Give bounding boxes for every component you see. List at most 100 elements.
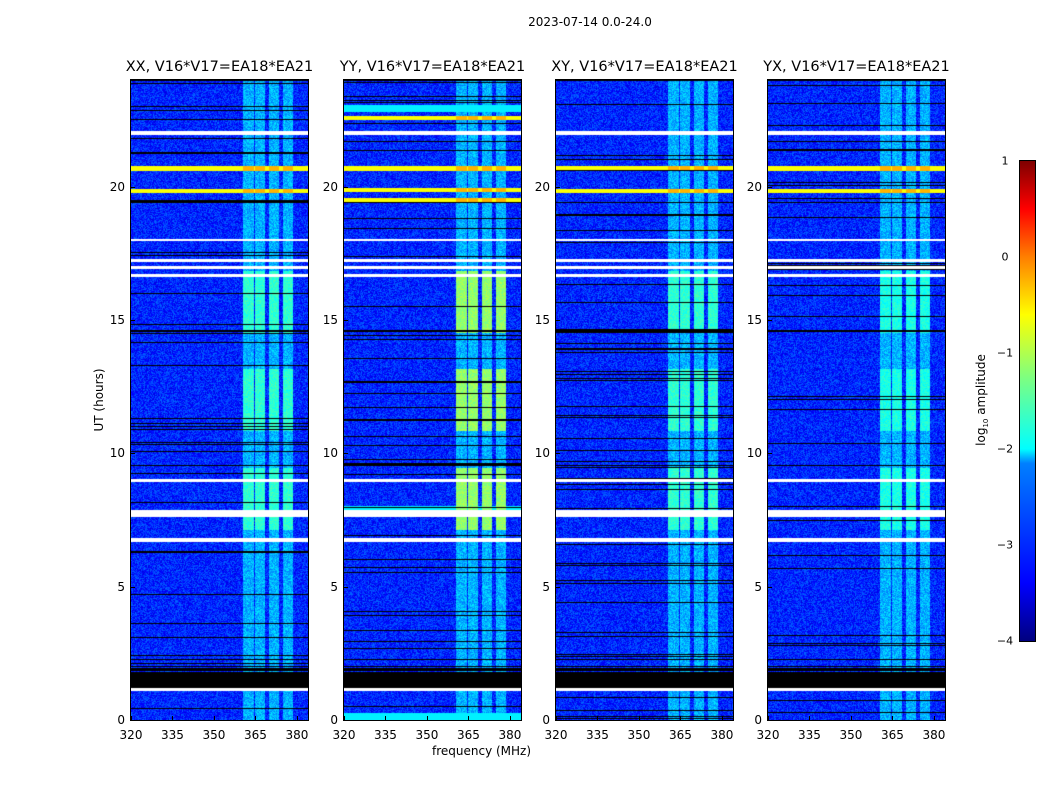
x-tick-label: 335 <box>161 728 184 742</box>
x-tick-label: 335 <box>586 728 609 742</box>
y-tick-label: 20 <box>109 179 125 194</box>
x-tick-label: 365 <box>669 728 692 742</box>
colorbar-tick-label: −3 <box>996 538 1014 552</box>
panel-yy: YY, V16*V17=EA18*EA21 320 335 350 365 380 0 5 10… <box>323 59 525 742</box>
y-tick-label: 10 <box>746 446 762 461</box>
x-tick-label: 350 <box>415 728 439 742</box>
x-tick-label: 365 <box>244 728 267 742</box>
heatmap-yx <box>767 79 946 721</box>
x-tick-label: 365 <box>881 728 904 742</box>
y-tick-mark <box>556 453 560 455</box>
y-tick-mark <box>768 453 772 455</box>
y-tick-mark <box>768 186 772 188</box>
x-tick-label: 320 <box>544 728 568 742</box>
y-tick-label: 15 <box>534 313 550 327</box>
x-tick-label: 320 <box>119 728 143 742</box>
colorbar-tick-label: −2 <box>996 442 1014 456</box>
x-tick-label: 320 <box>332 728 356 742</box>
y-tick-label: 15 <box>746 313 762 327</box>
x-tick-mark <box>556 716 557 720</box>
x-tick-mark <box>131 716 132 720</box>
y-tick-label: 20 <box>534 179 550 194</box>
y-tick-mark <box>768 320 772 321</box>
x-tick-mark <box>892 716 894 720</box>
colorbar-tick-label: 1 <box>1001 154 1009 168</box>
y-tick-mark <box>556 186 560 188</box>
panel-title: YY, V16*V17=EA18*EA21 <box>339 59 526 75</box>
y-tick-label: 5 <box>754 579 762 594</box>
x-tick-mark <box>426 716 428 720</box>
y-tick-mark <box>131 186 135 188</box>
panel-xy: XY, V16*V17=EA18*EA21 320 335 350 365 380 0 5 10… <box>535 59 738 742</box>
y-tick-mark <box>768 586 772 588</box>
y-tick-label: 10 <box>322 446 338 461</box>
x-tick-mark <box>768 716 769 720</box>
y-tick-mark <box>344 453 348 455</box>
y-tick-label: 5 <box>330 579 338 594</box>
x-tick-mark <box>509 716 511 720</box>
heatmap-xy <box>555 79 734 721</box>
y-tick-mark <box>556 586 560 588</box>
heatmap-yy <box>343 79 522 721</box>
x-axis-label: frequency (MHz) <box>432 744 532 758</box>
figure-title: 2023-07-14 0.0-24.0 <box>528 15 652 29</box>
y-axis-label: UT (hours) <box>92 368 106 432</box>
panel-title: YX, V16*V17=EA18*EA21 <box>763 59 950 75</box>
x-tick-mark <box>680 716 682 720</box>
heatmap-xx <box>130 79 309 721</box>
x-tick-label: 350 <box>627 728 651 742</box>
y-tick-mark <box>131 320 135 321</box>
x-tick-label: 380 <box>710 728 734 742</box>
x-tick-mark <box>255 716 257 720</box>
y-tick-label: 15 <box>109 313 125 327</box>
y-tick-mark <box>556 720 560 721</box>
x-tick-mark <box>638 716 640 720</box>
x-tick-label: 380 <box>285 728 309 742</box>
y-tick-label: 0 <box>330 713 338 727</box>
colorbar-tick-label: −1 <box>996 346 1014 360</box>
y-tick-label: 0 <box>117 713 125 727</box>
x-tick-mark <box>385 716 387 720</box>
x-tick-label: 380 <box>498 728 522 742</box>
x-tick-label: 335 <box>374 728 397 742</box>
y-tick-label: 0 <box>754 713 762 727</box>
y-tick-mark <box>131 453 135 455</box>
colorbar <box>1019 160 1036 642</box>
y-tick-mark <box>131 586 135 588</box>
y-tick-mark <box>344 320 348 321</box>
y-tick-mark <box>768 720 772 721</box>
x-tick-mark <box>468 716 470 720</box>
x-tick-label: 350 <box>202 728 226 742</box>
y-tick-mark <box>344 586 348 588</box>
x-tick-mark <box>850 716 852 720</box>
colorbar-label: log10 amplitude <box>973 354 991 446</box>
x-tick-mark <box>344 716 345 720</box>
x-tick-label: 335 <box>798 728 821 742</box>
y-tick-label: 10 <box>109 446 125 461</box>
x-tick-label: 380 <box>922 728 946 742</box>
colorbar-tick-label: 0 <box>1001 250 1009 264</box>
x-tick-mark <box>809 716 811 720</box>
y-tick-label: 5 <box>117 579 125 594</box>
x-tick-mark <box>933 716 935 720</box>
y-tick-label: 0 <box>542 713 550 727</box>
y-tick-label: 10 <box>534 446 550 461</box>
y-tick-mark <box>131 720 135 721</box>
y-tick-mark <box>556 320 560 321</box>
x-tick-mark <box>721 716 723 720</box>
y-tick-mark <box>344 186 348 188</box>
panel-title: XY, V16*V17=EA18*EA21 <box>551 59 738 75</box>
x-tick-label: 320 <box>756 728 780 742</box>
x-tick-mark <box>296 716 298 720</box>
x-tick-label: 365 <box>457 728 480 742</box>
y-tick-label: 20 <box>322 179 338 194</box>
panel-yx: YX, V16*V17=EA18*EA21 320 335 350 365 380 0 5 10… <box>747 59 950 742</box>
y-tick-mark <box>344 720 348 721</box>
x-tick-mark <box>172 716 174 720</box>
x-tick-label: 350 <box>839 728 863 742</box>
x-tick-mark <box>213 716 215 720</box>
y-tick-label: 20 <box>746 179 762 194</box>
y-tick-label: 5 <box>542 579 550 594</box>
y-tick-label: 15 <box>322 313 338 327</box>
